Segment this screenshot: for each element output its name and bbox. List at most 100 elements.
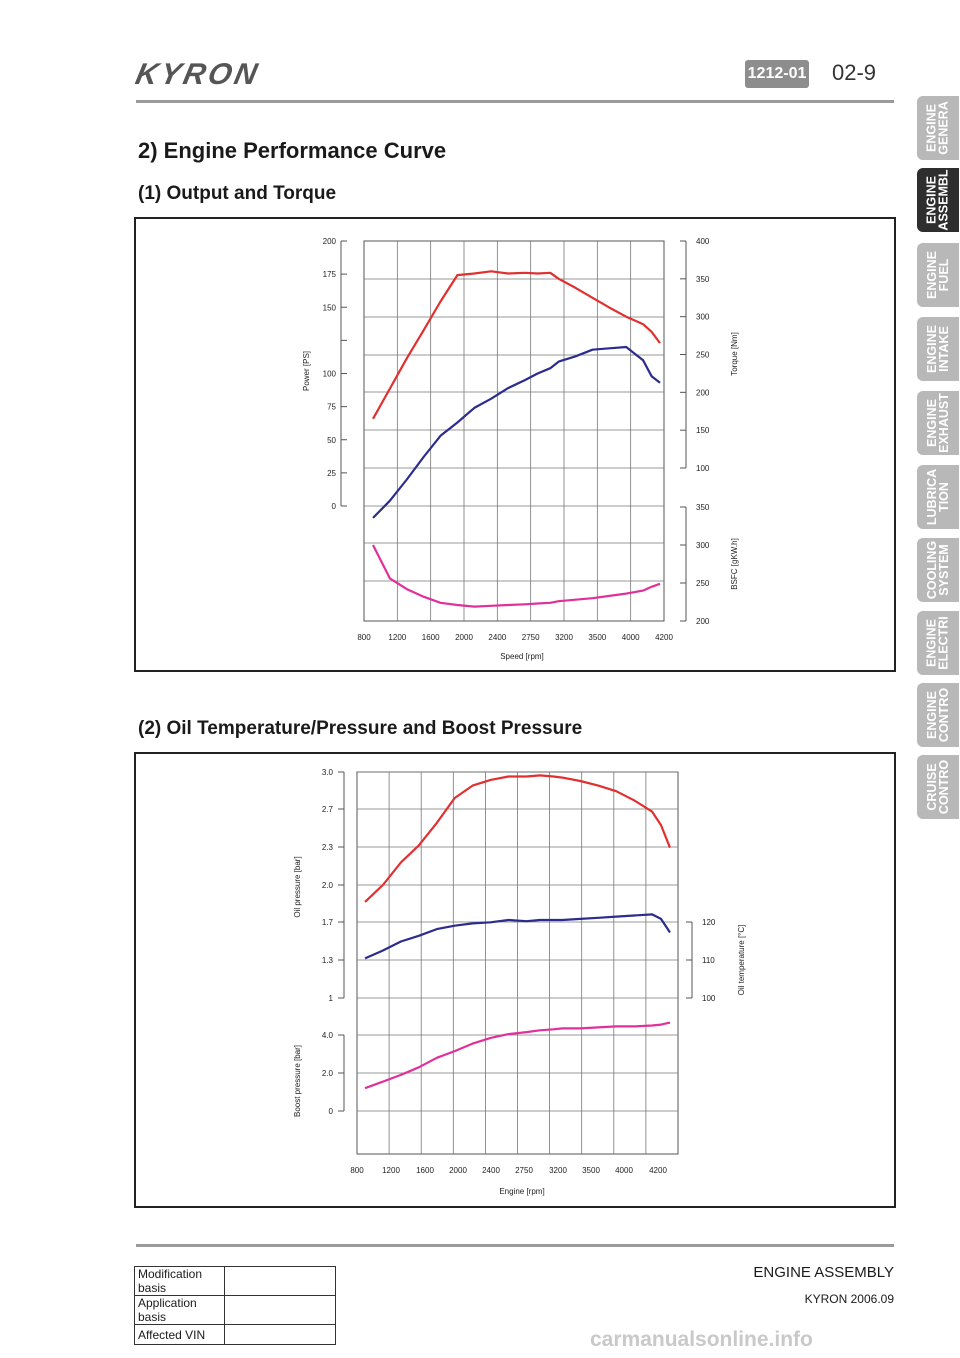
- x-tick-label: 4000: [622, 633, 640, 642]
- chapter-tab-label: ENGINE ASSEMBL: [925, 169, 951, 231]
- oil_pressure-curve: [364, 774, 672, 903]
- x-tick-label: 1200: [382, 1166, 400, 1175]
- revision-row: Affected VIN: [134, 1324, 336, 1345]
- chapter-tab[interactable]: LUBRICA TION: [917, 465, 959, 529]
- output-torque-chart: 0 25 50 75 100 150 175 200 Power [PS] 100 150 200 25…: [302, 237, 739, 661]
- x-tick-label: 4200: [649, 1166, 667, 1175]
- chapter-tab[interactable]: ENGINE ASSEMBL: [917, 168, 959, 232]
- chapter-tab[interactable]: ENGINE ELECTRI: [917, 611, 959, 675]
- boost-pressure-tick-label: 4.0: [322, 1031, 334, 1040]
- revision-row: Modification basis: [134, 1266, 336, 1296]
- chapter-tab[interactable]: CRUISE CONTRO: [917, 755, 959, 819]
- x-tick-label: 2750: [515, 1166, 533, 1175]
- oil-pressure-tick-label: 1.7: [322, 918, 334, 927]
- section-title: 2) Engine Performance Curve: [138, 138, 447, 163]
- power-tick-label: 75: [327, 403, 336, 412]
- output-torque-chart-frame: 0 25 50 75 100 150 175 200 Power [PS] 100 150 200 25…: [134, 217, 896, 672]
- power-axis-label: Power [PS]: [302, 351, 311, 391]
- chapter-tab-label: LUBRICA TION: [925, 468, 951, 526]
- modification-basis-value: [224, 1266, 336, 1296]
- power-tick-label: 200: [323, 237, 337, 246]
- boost-pressure-tick-label: 2.0: [322, 1069, 334, 1078]
- page-number: 02-9: [832, 60, 877, 85]
- x-tick-label: 3500: [582, 1166, 600, 1175]
- x-tick-label: 800: [350, 1166, 364, 1175]
- footer-model-date: KYRON 2006.09: [804, 1292, 894, 1306]
- x-tick-label: 4000: [615, 1166, 633, 1175]
- section-code-badge: 1212-01: [745, 60, 809, 88]
- bsfc-tick-label: 250: [696, 579, 710, 588]
- modification-basis-label: Modification basis: [134, 1266, 225, 1296]
- chapter-tab[interactable]: ENGINE CONTRO: [917, 683, 959, 747]
- oil-pressure-tick-label: 2.0: [322, 881, 334, 890]
- x-tick-label: 2000: [455, 633, 473, 642]
- power-tick-label: 100: [323, 370, 337, 379]
- boost-pressure-tick-label: 0: [329, 1107, 334, 1116]
- chapter-tab-label: COOLING SYSTEM: [925, 540, 951, 600]
- oil-pressure-tick-label: 3.0: [322, 768, 334, 777]
- subsection-title-oil-boost: (2) Oil Temperature/Pressure and Boost P…: [138, 718, 583, 739]
- boost-pressure-axis-label: Boost pressure [bar]: [293, 1045, 302, 1117]
- bsfc-curve: [372, 544, 661, 608]
- chapter-tab-label: ENGINE ELECTRI: [925, 616, 952, 670]
- power-curve: [372, 345, 661, 519]
- chapter-tab[interactable]: ENGINE GENERA: [917, 96, 959, 160]
- bsfc-tick-label: 350: [696, 503, 710, 512]
- revision-row: Application basis: [134, 1295, 336, 1325]
- application-basis-value: [224, 1295, 336, 1325]
- oil-pressure-tick-label: 2.3: [322, 843, 334, 852]
- boost_pressure-curve: [364, 1021, 671, 1090]
- bsfc-axis-label: BSFC [gKW.h]: [730, 538, 739, 590]
- x-tick-label: 2750: [522, 633, 540, 642]
- torque-tick-label: 300: [696, 313, 710, 322]
- power-tick-label: 175: [323, 270, 337, 279]
- watermark: carmanualsonline.info: [590, 1328, 813, 1351]
- chapter-tab[interactable]: ENGINE EXHAUST: [917, 391, 959, 455]
- torque-tick-label: 200: [696, 388, 710, 397]
- torque-tick-label: 100: [696, 464, 710, 473]
- revision-table: Modification basis Application basis Aff…: [134, 1266, 336, 1345]
- oil-pressure-tick-label: 1: [329, 994, 334, 1003]
- chapter-tab-label: CRUISE CONTRO: [925, 759, 952, 815]
- oil-pressure-tick-label: 2.7: [322, 805, 334, 814]
- chapter-tab-label: ENGINE INTAKE: [925, 325, 951, 373]
- footer-chapter-title: ENGINE ASSEMBLY: [753, 1264, 894, 1281]
- x-tick-label: 3200: [549, 1166, 567, 1175]
- x-tick-label: 800: [357, 633, 371, 642]
- x-tick-label: 2400: [488, 633, 506, 642]
- oil-pressure-tick-label: 1.3: [322, 956, 334, 965]
- oil-temperature-tick-label: 100: [702, 994, 716, 1003]
- chapter-tab-label: ENGINE CONTRO: [925, 687, 952, 743]
- torque-tick-label: 350: [696, 275, 710, 284]
- chapter-tab[interactable]: COOLING SYSTEM: [917, 538, 959, 602]
- x-tick-label: 1200: [388, 633, 406, 642]
- footer-divider: [136, 1244, 894, 1247]
- chapter-tab-label: ENGINE EXHAUST: [925, 393, 952, 453]
- x-tick-label: 1600: [422, 633, 440, 642]
- affected-vin-value: [224, 1324, 336, 1345]
- torque-tick-label: 250: [696, 351, 710, 360]
- oil-boost-chart: 1 1.3 1.7 2.0 2.3 2.7 3.0 Oil pressure [bar] 0 2.…: [293, 768, 746, 1196]
- oil-pressure-axis-label: Oil pressure [bar]: [293, 856, 302, 917]
- power-tick-label: 50: [327, 436, 336, 445]
- x-tick-label: 3500: [588, 633, 606, 642]
- chapter-tab[interactable]: ENGINE FUEL: [917, 243, 959, 307]
- chapter-tab-label: ENGINE FUEL: [925, 251, 951, 299]
- subsection-title-output-torque: (1) Output and Torque: [138, 183, 337, 204]
- power-tick-label: 150: [323, 303, 337, 312]
- oil-boost-chart-frame: 1 1.3 1.7 2.0 2.3 2.7 3.0 Oil pressure [bar] 0 2.…: [134, 752, 896, 1208]
- chapter-tab[interactable]: ENGINE INTAKE: [917, 317, 959, 381]
- header-divider: [136, 100, 894, 103]
- bsfc-tick-label: 300: [696, 541, 710, 550]
- torque-axis-label: Torque [Nm]: [730, 332, 739, 376]
- affected-vin-label: Affected VIN: [134, 1324, 225, 1345]
- torque-tick-label: 150: [696, 426, 710, 435]
- power-tick-label: 0: [332, 502, 337, 511]
- x-tick-label: 4200: [655, 633, 673, 642]
- torque-tick-label: 400: [696, 237, 710, 246]
- x-tick-label: 2400: [482, 1166, 500, 1175]
- application-basis-label: Application basis: [134, 1295, 225, 1325]
- x-tick-label: 1600: [416, 1166, 434, 1175]
- oil-temperature-tick-label: 120: [702, 918, 716, 927]
- x-axis-label: Engine [rpm]: [499, 1187, 544, 1196]
